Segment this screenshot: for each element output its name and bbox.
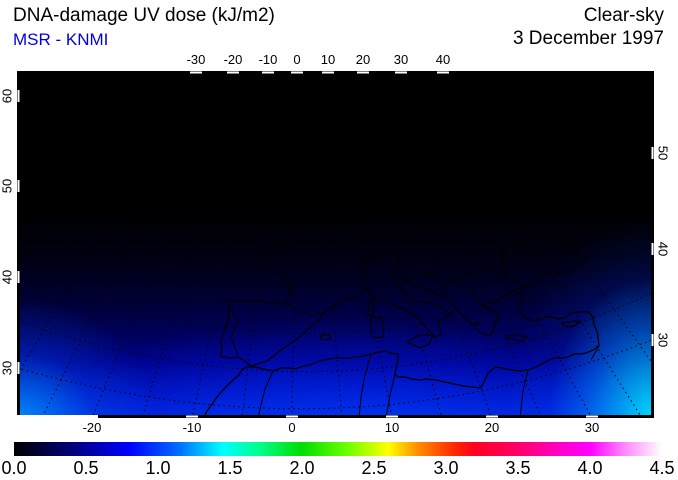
lon-tick-label: 10	[384, 420, 400, 435]
map-overlay	[17, 71, 654, 418]
lat-tick-label: 30	[655, 332, 671, 348]
top-longitude-axis: -30 -20 -10 0 10 20 30 40	[0, 52, 678, 67]
colorbar-gradient	[14, 442, 662, 456]
condition-label: Clear-sky	[583, 5, 664, 26]
lon-tick-label: 30	[393, 52, 409, 67]
map-frame	[17, 71, 654, 418]
colorbar-tick-label: 0.5	[73, 458, 99, 478]
colorbar-tick-label: 4.0	[577, 458, 603, 478]
lat-tick-label: 50	[655, 145, 671, 161]
lon-tick-label: 40	[435, 52, 451, 67]
colorbar-tick-label: 4.5	[649, 458, 675, 478]
lon-tick-label: 10	[320, 52, 336, 67]
colorbar-tick-label: 2.5	[361, 458, 387, 478]
graticule-meridians	[17, 71, 654, 418]
colorbar-tick-label: 0.0	[1, 458, 27, 478]
colorbar-tick-label: 1.5	[217, 458, 243, 478]
lon-tick-label: 20	[355, 52, 371, 67]
lon-tick-label: -10	[182, 420, 202, 435]
country-borders	[229, 227, 600, 418]
lon-tick-label: -30	[186, 52, 206, 67]
colorbar-tick-label: 2.0	[289, 458, 315, 478]
lat-tick-label: 40	[655, 241, 671, 257]
lon-tick-label: 30	[584, 420, 600, 435]
colorbar-tick-label: 3.0	[433, 458, 459, 478]
frame-tick-marks	[17, 71, 654, 418]
bottom-longitude-axis: -20 -10 0 10 20 30	[0, 420, 678, 435]
colorbar-tick-labels: 0.0 0.5 1.0 1.5 2.0 2.5 3.0 3.5 4.0 4.5	[0, 458, 678, 478]
lon-tick-label: 0	[288, 420, 296, 435]
page-title: DNA-damage UV dose (kJ/m2)	[13, 5, 275, 26]
source-label: MSR - KNMI	[13, 30, 109, 49]
colorbar-tick-label: 1.0	[145, 458, 171, 478]
lon-tick-label: 0	[293, 52, 301, 67]
coastlines	[202, 233, 600, 418]
lon-tick-label: -10	[258, 52, 278, 67]
colorbar-tick-label: 3.5	[505, 458, 531, 478]
lon-tick-label: -20	[223, 52, 243, 67]
map-plot-area	[17, 71, 654, 418]
lon-tick-label: -20	[82, 420, 102, 435]
date-label: 3 December 1997	[512, 28, 664, 49]
lon-tick-label: 20	[484, 420, 500, 435]
